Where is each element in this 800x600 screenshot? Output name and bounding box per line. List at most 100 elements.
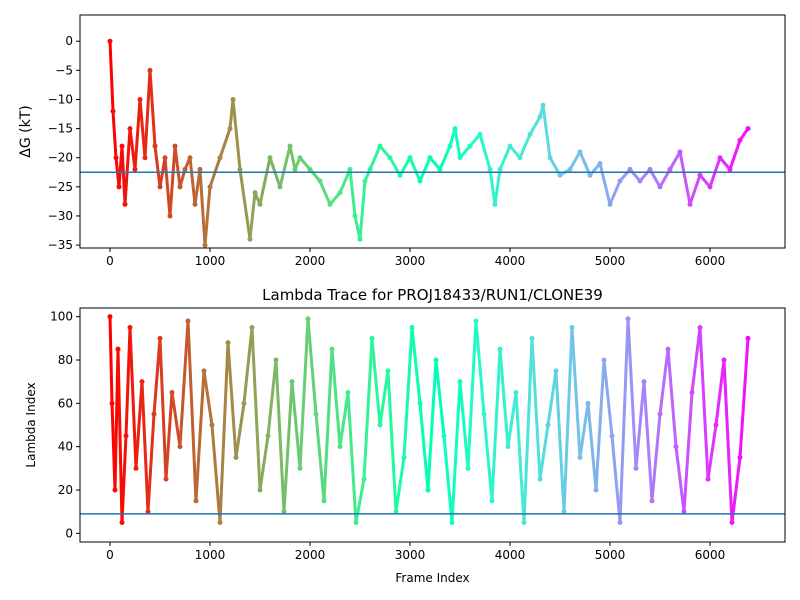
trace-segment (718, 156, 732, 171)
trace-segment (120, 435, 128, 523)
trace-segment (498, 145, 512, 170)
trace-segment (298, 318, 310, 469)
x-tick-label: 2000 (295, 254, 326, 268)
trace-segment (642, 381, 654, 501)
y-tick-label: 0 (65, 34, 73, 48)
trace-segment (478, 133, 492, 170)
trace-segment (178, 320, 190, 447)
top-axes-frame (79, 14, 786, 249)
trace-segment (148, 70, 157, 147)
bottom-title: Lambda Trace for PROJ18433/RUN1/CLONE39 (262, 286, 603, 304)
bottom-ylabel: Lambda Index (24, 382, 38, 467)
trace-segment (298, 156, 312, 171)
x-tick-label: 3000 (395, 254, 426, 268)
top-chart: 0 1000 2000 3000 4000 5000 6000 0 −5 −10 −15 −20 −25… (18, 14, 786, 268)
trace-segment (498, 349, 510, 447)
trace-segment (250, 327, 262, 491)
trace-segment (210, 424, 222, 523)
trace-segment (608, 180, 622, 205)
trace-segment (338, 392, 350, 447)
trace-segment (402, 327, 414, 458)
trace-segment (428, 156, 442, 171)
trace-segment (638, 168, 652, 182)
trace-segment (466, 320, 478, 469)
trace-segment (306, 318, 318, 415)
trace-segment (188, 157, 197, 205)
trace-segment (346, 392, 358, 523)
y-tick-label: 0 (65, 526, 73, 540)
trace-segment (508, 145, 522, 159)
trace-segment (186, 320, 198, 501)
trace-segment (290, 381, 302, 469)
trace-segment (111, 111, 118, 158)
trace-segment (514, 392, 526, 523)
trace-segment (108, 41, 115, 112)
x-tick-label: 6000 (695, 548, 726, 562)
trace-segment (728, 139, 742, 170)
trace-segment (418, 157, 432, 182)
trace-segment (688, 174, 702, 205)
trace-segment (453, 128, 462, 158)
trace-segment (490, 349, 502, 501)
trace-segment (288, 145, 297, 170)
trace-segment (458, 381, 470, 469)
trace-segment (442, 435, 454, 523)
trace-segment (266, 359, 278, 436)
trace-segment (330, 349, 342, 447)
trace-segment (354, 478, 366, 523)
trace-segment (198, 169, 207, 246)
trace-segment (541, 105, 552, 158)
trace-segment (598, 163, 612, 205)
trace-segment (248, 192, 257, 240)
trace-segment (530, 338, 542, 480)
trace-segment (506, 392, 518, 447)
top-marks (80, 38, 785, 248)
trace-segment (410, 327, 422, 404)
top-ylabel: ΔG (kT) (18, 105, 34, 157)
trace-segment (134, 381, 144, 469)
trace-segment (278, 145, 292, 188)
trace-segment (706, 424, 718, 480)
trace-segment (238, 169, 252, 240)
trace-segment (152, 338, 162, 415)
trace-segment (258, 157, 272, 205)
top-ticks: 0 1000 2000 3000 4000 5000 6000 0 −5 −10 −15 −20 −25… (48, 34, 726, 268)
trace-segment (570, 327, 582, 458)
trace-segment (634, 381, 646, 469)
trace-segment (668, 151, 682, 171)
trace-segment (338, 168, 352, 194)
trace-segment (348, 169, 357, 217)
trace-segment (674, 446, 686, 512)
y-tick-label: 20 (58, 483, 73, 497)
trace-segment (133, 99, 142, 170)
trace-segment (493, 169, 502, 205)
x-tick-label: 4000 (495, 548, 526, 562)
trace-segment (578, 403, 590, 458)
trace-segment (434, 359, 446, 436)
y-tick-label: −15 (48, 122, 73, 136)
x-tick-label: 2000 (295, 548, 326, 562)
x-tick-label: 3000 (395, 548, 426, 562)
trace-segment (362, 338, 374, 480)
trace-segment (568, 151, 582, 171)
trace-segment (328, 191, 342, 206)
trace-segment (594, 359, 606, 491)
trace-segment (538, 424, 550, 480)
data-point (745, 126, 751, 132)
x-tick-label: 1000 (195, 548, 226, 562)
trace-segment (170, 392, 182, 447)
x-tick-label: 0 (106, 254, 114, 268)
trace-segment (658, 348, 670, 415)
trace-segment (203, 186, 212, 246)
trace-segment (690, 327, 702, 393)
trace-segment (474, 320, 486, 415)
trace-segment (602, 359, 614, 436)
trace-segment (242, 327, 254, 404)
trace-segment (146, 414, 156, 512)
trace-segment (722, 359, 734, 523)
y-tick-label: −35 (48, 238, 73, 252)
trace-segment (438, 145, 452, 170)
trace-segment (482, 414, 494, 501)
trace-segment (578, 151, 592, 176)
trace-segment (308, 168, 322, 182)
